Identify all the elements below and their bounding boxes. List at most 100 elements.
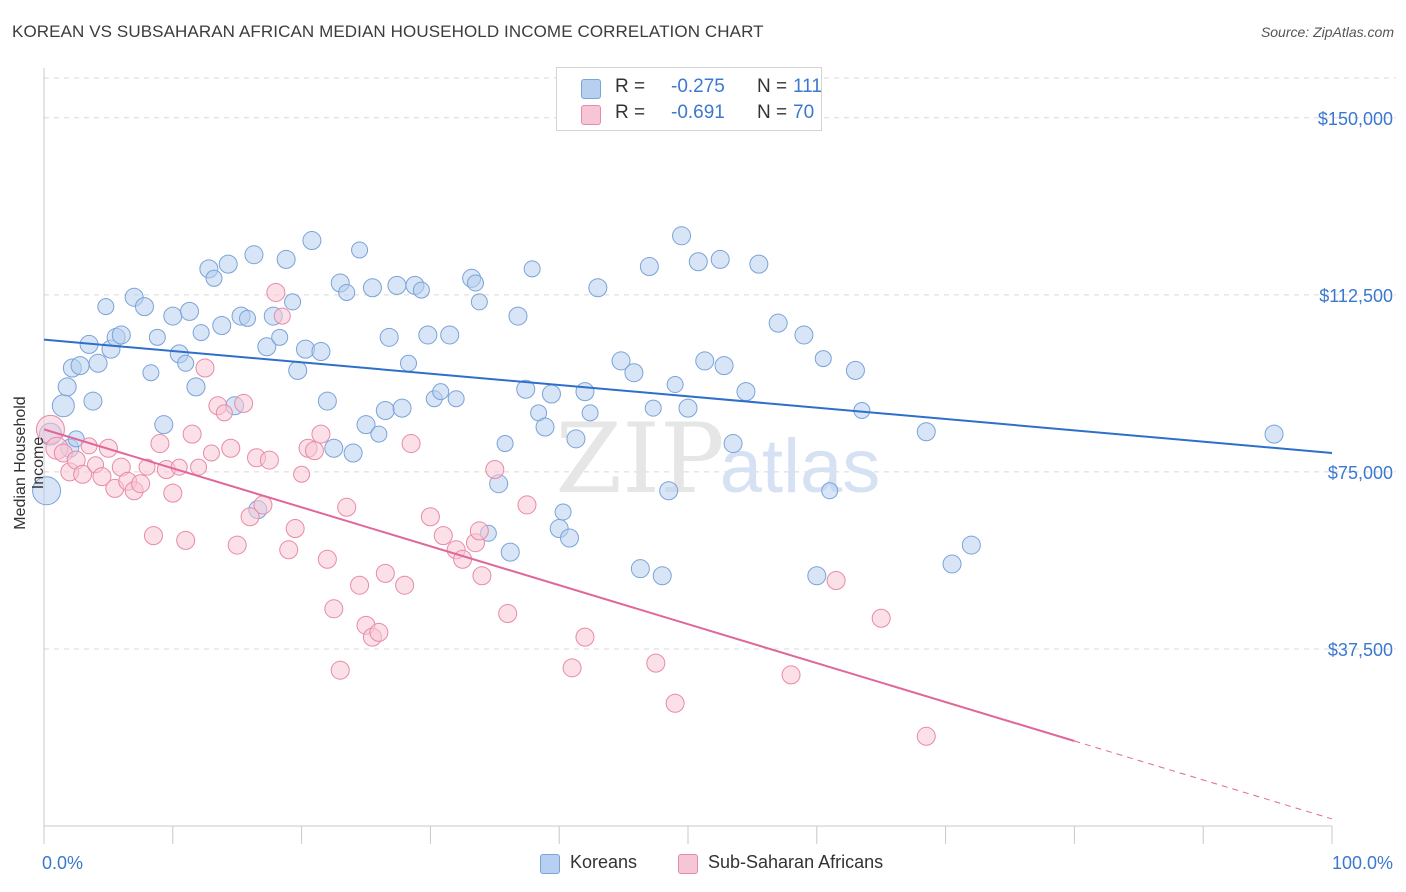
- n-value: 111: [793, 76, 822, 97]
- korean-point: [177, 354, 195, 372]
- korean-point: [276, 249, 296, 269]
- subsaharan-point: [826, 570, 846, 590]
- korean-point: [821, 482, 839, 500]
- korean-point: [51, 394, 75, 418]
- korean-point: [70, 356, 90, 376]
- subsaharan-point: [285, 519, 305, 539]
- korean-point: [351, 241, 369, 259]
- subsaharan-points: [35, 282, 936, 746]
- korean-point: [97, 298, 115, 316]
- korean-point: [447, 390, 465, 408]
- korean-point: [500, 542, 520, 562]
- korean-point: [324, 438, 344, 458]
- subsaharan-point: [293, 465, 311, 483]
- korean-point: [387, 275, 407, 295]
- korean-point: [566, 429, 586, 449]
- subsaharan-point: [92, 467, 112, 487]
- korean-point: [32, 476, 62, 506]
- subsaharan-point: [433, 526, 453, 546]
- subsaharan-point: [469, 521, 489, 541]
- subsaharan-point: [562, 658, 582, 678]
- subsaharan-point: [420, 507, 440, 527]
- r-label: R =: [615, 76, 646, 97]
- subsaharan-point: [202, 444, 220, 462]
- korean-point: [554, 503, 572, 521]
- subsaharan-point: [195, 358, 215, 378]
- subsaharan-point: [337, 497, 357, 517]
- korean-point: [302, 231, 322, 251]
- subsaharan-point: [646, 653, 666, 673]
- korean-point: [723, 434, 743, 454]
- korean-point: [575, 382, 595, 402]
- subsaharan-point: [871, 608, 891, 628]
- subsaharan-point: [350, 575, 370, 595]
- korean-point: [418, 325, 438, 345]
- x-tick-label: 100.0%: [1332, 853, 1393, 873]
- subsaharan-point: [131, 474, 151, 494]
- subsaharan-swatch: [581, 105, 601, 125]
- subsaharan-point: [240, 507, 260, 527]
- koreans-swatch: [540, 854, 560, 874]
- korean-point: [630, 559, 650, 579]
- korean-point: [111, 325, 131, 345]
- korean-point: [400, 354, 418, 372]
- subsaharan-point: [498, 604, 518, 624]
- subsaharan-point: [401, 434, 421, 454]
- korean-point: [212, 316, 232, 336]
- subsaharan-point: [143, 526, 163, 546]
- watermark: ZIP atlas: [555, 403, 880, 515]
- korean-point: [714, 356, 734, 376]
- korean-point: [672, 226, 692, 246]
- korean-point: [88, 353, 108, 373]
- korean-point: [535, 417, 555, 437]
- subsaharan-point: [259, 450, 279, 470]
- y-tick-label: $37,500: [1328, 640, 1393, 660]
- subsaharan-point: [575, 627, 595, 647]
- korean-point: [736, 382, 756, 402]
- korean-point: [688, 252, 708, 272]
- korean-point: [244, 245, 264, 265]
- subsaharan-trend-extension: [1074, 740, 1333, 820]
- korean-point: [148, 328, 166, 346]
- korean-point: [466, 274, 484, 292]
- y-tick-label: $75,000: [1328, 463, 1393, 483]
- subsaharan-trend-line: [43, 428, 1075, 742]
- n-label: N =: [757, 76, 788, 97]
- korean-point: [807, 566, 827, 586]
- korean-point: [134, 297, 154, 317]
- source-label: Source: ZipAtlas.com: [1260, 24, 1394, 40]
- subsaharan-point: [273, 307, 291, 325]
- subsaharan-point: [221, 438, 241, 458]
- korean-point: [659, 481, 679, 501]
- subsaharan-point: [176, 530, 196, 550]
- korean-point: [338, 283, 356, 301]
- subsaharan-label: Sub-Saharan Africans: [708, 852, 884, 872]
- korean-point: [814, 350, 832, 368]
- subsaharan-point: [395, 575, 415, 595]
- korean-point: [284, 293, 302, 311]
- korean-point: [343, 443, 363, 463]
- korean-point: [695, 351, 715, 371]
- koreans-swatch: [581, 79, 601, 99]
- korean-point: [845, 360, 865, 380]
- korean-point: [508, 306, 528, 326]
- r-label: R =: [615, 102, 646, 123]
- korean-point: [611, 351, 631, 371]
- subsaharan-point: [150, 434, 170, 454]
- watermark-zip: ZIP: [555, 403, 724, 515]
- korean-point: [317, 391, 337, 411]
- korean-point: [961, 535, 981, 555]
- n-label: N =: [757, 102, 788, 123]
- korean-point: [794, 325, 814, 345]
- trend-lines: [43, 338, 1333, 820]
- subsaharan-point: [182, 424, 202, 444]
- subsaharan-point: [665, 693, 685, 713]
- subsaharan-point: [369, 622, 389, 642]
- subsaharan-point: [138, 458, 156, 476]
- subsaharan-point: [781, 665, 801, 685]
- korean-point: [57, 377, 77, 397]
- korean-point: [516, 379, 536, 399]
- subsaharan-point: [253, 495, 273, 515]
- korean-point: [588, 278, 608, 298]
- subsaharan-point: [163, 483, 183, 503]
